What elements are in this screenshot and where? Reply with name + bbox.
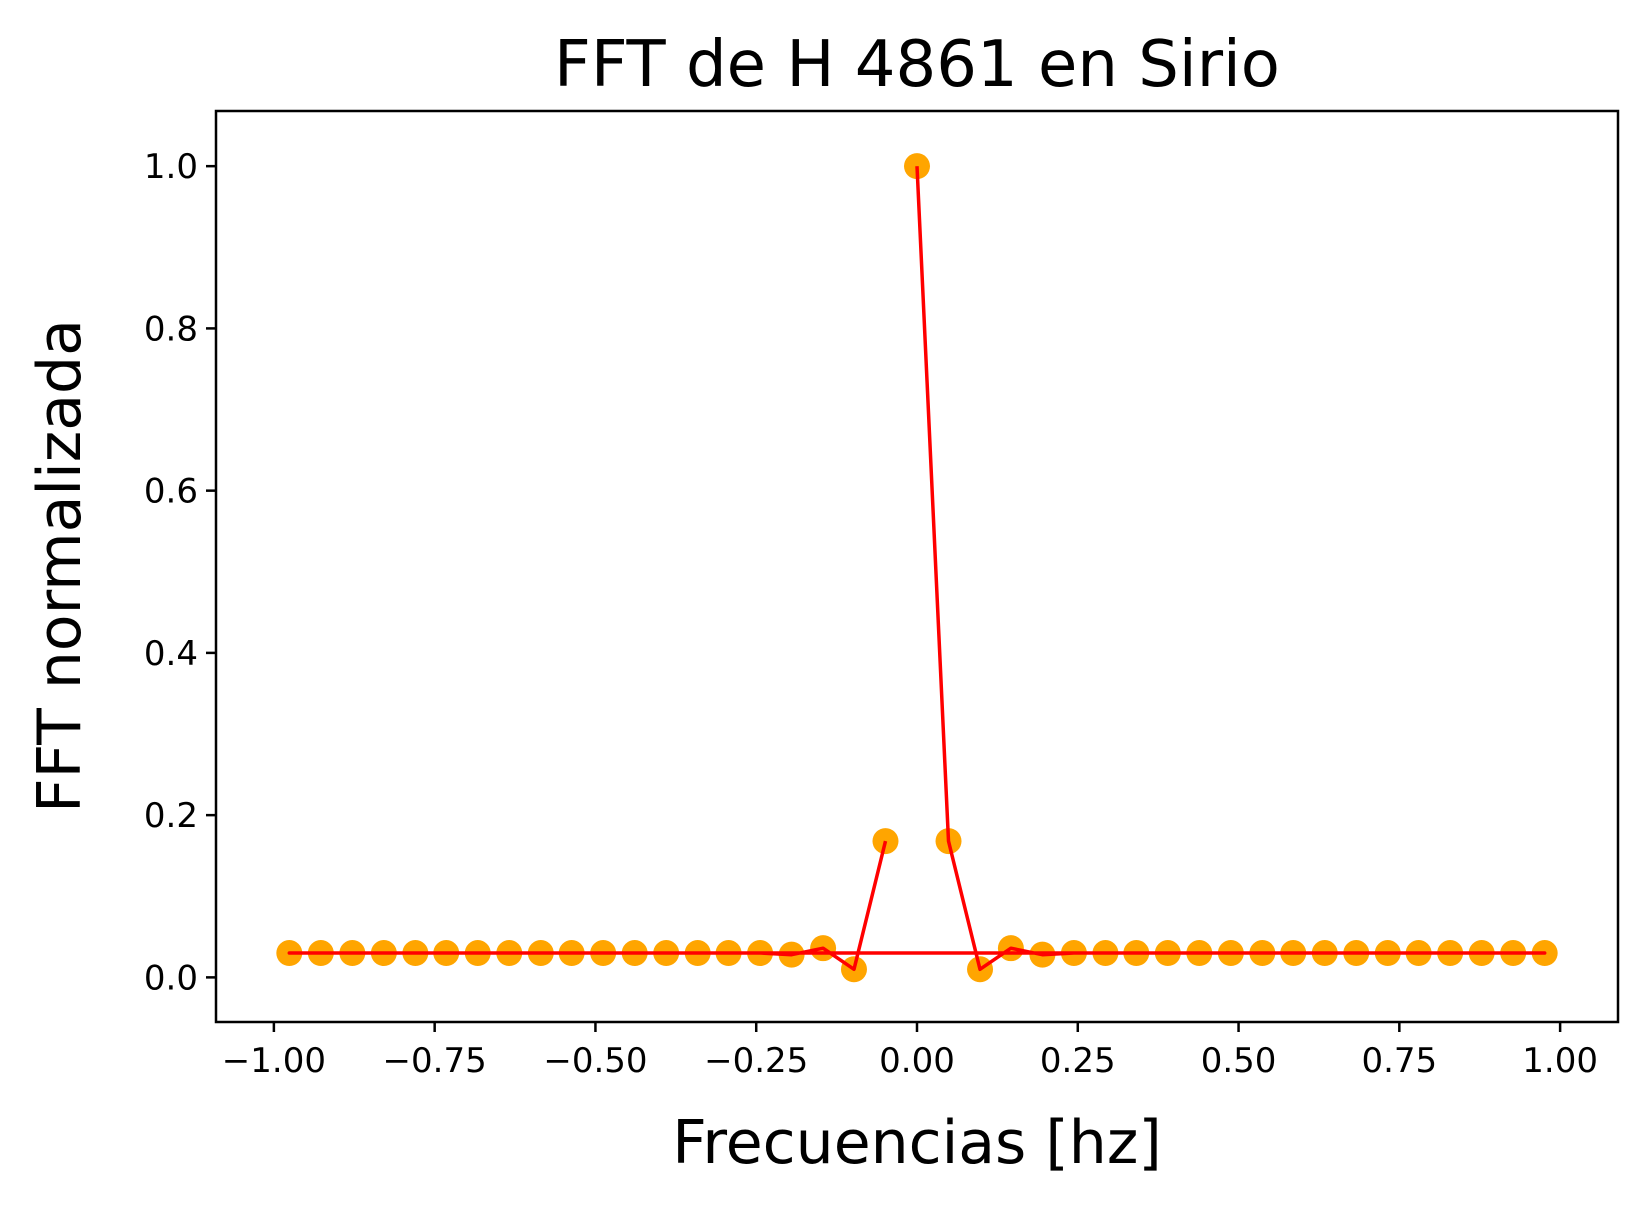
y-tick-label: 0.4 — [144, 634, 198, 674]
y-tick-label: 0.0 — [144, 958, 198, 998]
x-tick-label: 1.00 — [1522, 1041, 1598, 1081]
x-axis-label: Frecuencias [hz] — [672, 1108, 1161, 1178]
plot-frame — [214, 109, 1620, 1024]
x-tick-label: 0.00 — [879, 1041, 955, 1081]
plot-area — [276, 153, 1558, 983]
x-tick-label: 0.50 — [1201, 1041, 1277, 1081]
data-point — [904, 153, 930, 180]
x-tick-label: −0.75 — [383, 1041, 487, 1081]
x-tick-label: −0.25 — [704, 1041, 808, 1081]
x-tick-label: −0.50 — [543, 1041, 647, 1081]
y-tick-label: 0.8 — [144, 309, 198, 349]
x-tick-label: 0.25 — [1040, 1041, 1116, 1081]
y-tick-label: 0.2 — [144, 796, 198, 836]
y-tick-label: 1.0 — [144, 147, 198, 187]
chart-title: FFT de H 4861 en Sirio — [554, 28, 1280, 102]
x-tick-label: 0.75 — [1361, 1041, 1437, 1081]
y-axis: 0.0 0.2 0.4 0.6 0.8 1.0 — [144, 147, 216, 998]
y-axis-label: FFT normalizada — [25, 319, 95, 813]
series-line — [287, 166, 1547, 972]
y-tick-label: 0.6 — [144, 472, 198, 512]
marker-series — [276, 153, 1558, 983]
x-axis: −1.00 −0.75 −0.50 −0.25 0.00 0.25 0.50 0.75 1.00 — [222, 1022, 1598, 1081]
x-tick-label: −1.00 — [222, 1041, 326, 1081]
